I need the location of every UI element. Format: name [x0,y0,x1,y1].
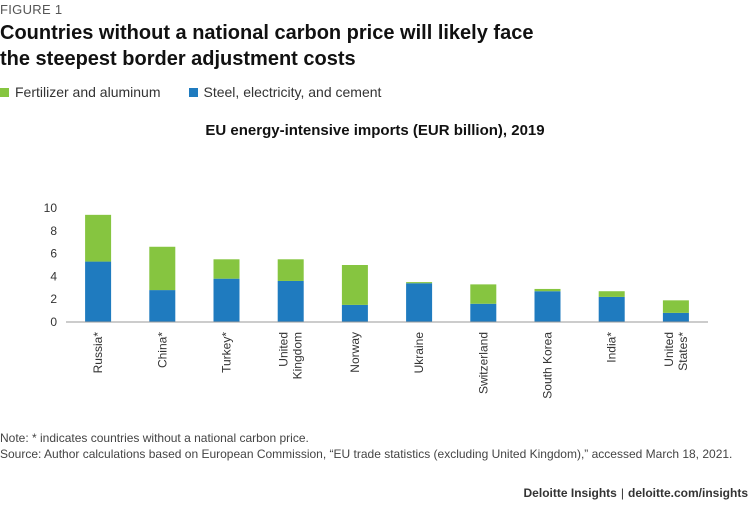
x-tick-label-line: Russia* [91,332,105,374]
x-tick-label-line: Norway [348,332,362,373]
y-tick-label: 0 [50,315,57,329]
headline-line-2: the steepest border adjustment costs [0,48,356,70]
x-tick-label: China* [155,332,169,368]
legend-item-steel: Steel, electricity, and cement [188,84,382,100]
x-tick-label: Norway [348,332,362,373]
figure-label: FIGURE 1 [0,2,63,17]
legend-swatch-fertilizer [0,87,9,97]
x-tick-label-line: States* [676,332,690,371]
bar-fertilizer [277,259,304,281]
bar-fertilizer [341,265,368,305]
bar-fertilizer [406,282,433,284]
x-tick-label: Ukraine [412,332,426,374]
bar-fertilizer [662,300,689,313]
bar-steel [277,280,304,322]
x-tick-label-line: Kingdom [291,332,305,379]
x-tick-label: South Korea [541,332,555,399]
y-tick-label: 4 [50,269,57,283]
y-tick-label: 8 [50,224,57,238]
bar-steel [534,291,561,322]
x-tick-label-line: United [662,332,676,367]
bar-steel [598,296,625,322]
x-tick-label-line: Switzerland [476,332,490,394]
bar-steel [149,290,176,322]
bar-steel [662,312,689,322]
y-tick-label: 6 [50,247,57,261]
chart-title: EU energy-intensive imports (EUR billion… [205,122,545,139]
x-tick-label: India* [605,332,619,363]
legend-swatch-steel [188,87,198,97]
x-tick-label-line: China* [155,332,169,368]
bar-steel [213,278,240,322]
credit-brand: Deloitte Insights [523,486,617,500]
legend-label-steel: Steel, electricity, and cement [203,84,382,100]
source-text: Source: Author calculations based on Eur… [0,447,733,461]
chart-legend: Fertilizer and aluminum Steel, electrici… [0,84,409,100]
y-tick-label: 10 [44,201,58,215]
credit-line: Deloitte Insights | deloitte.com/insights [524,486,748,500]
credit-separator: | [620,486,624,500]
bar-steel [470,303,497,322]
headline: Countries without a national carbon pric… [0,20,740,72]
bar-fertilizer [534,288,561,292]
x-tick-label: Switzerland [476,332,490,394]
legend-label-fertilizer: Fertilizer and aluminum [15,84,161,100]
bar-steel [406,283,433,322]
bar-fertilizer [213,259,240,279]
x-tick-label-line: Turkey* [220,332,234,373]
legend-item-fertilizer: Fertilizer and aluminum [0,84,161,100]
bar-steel [85,261,112,322]
x-tick-label-line: Ukraine [412,332,426,374]
chart-notes: Note: * indicates countries without a na… [0,430,740,462]
x-tick-label-line: India* [605,332,619,363]
x-tick-label-line: United [277,332,291,367]
bar-fertilizer [85,214,112,262]
y-tick-label: 2 [50,292,57,306]
x-tick-label: Turkey* [220,332,234,373]
headline-line-1: Countries without a national carbon pric… [0,22,534,44]
x-tick-label: Russia* [91,332,105,374]
x-tick-label: UnitedStates* [662,332,690,371]
bar-fertilizer [470,284,497,304]
x-tick-label-line: South Korea [541,332,555,399]
bar-steel [341,304,368,322]
bar-fertilizer [598,291,625,297]
x-tick-label: UnitedKingdom [277,332,305,379]
note-text: Note: * indicates countries without a na… [0,431,309,445]
bar-fertilizer [149,246,176,291]
credit-url[interactable]: deloitte.com/insights [627,486,748,500]
